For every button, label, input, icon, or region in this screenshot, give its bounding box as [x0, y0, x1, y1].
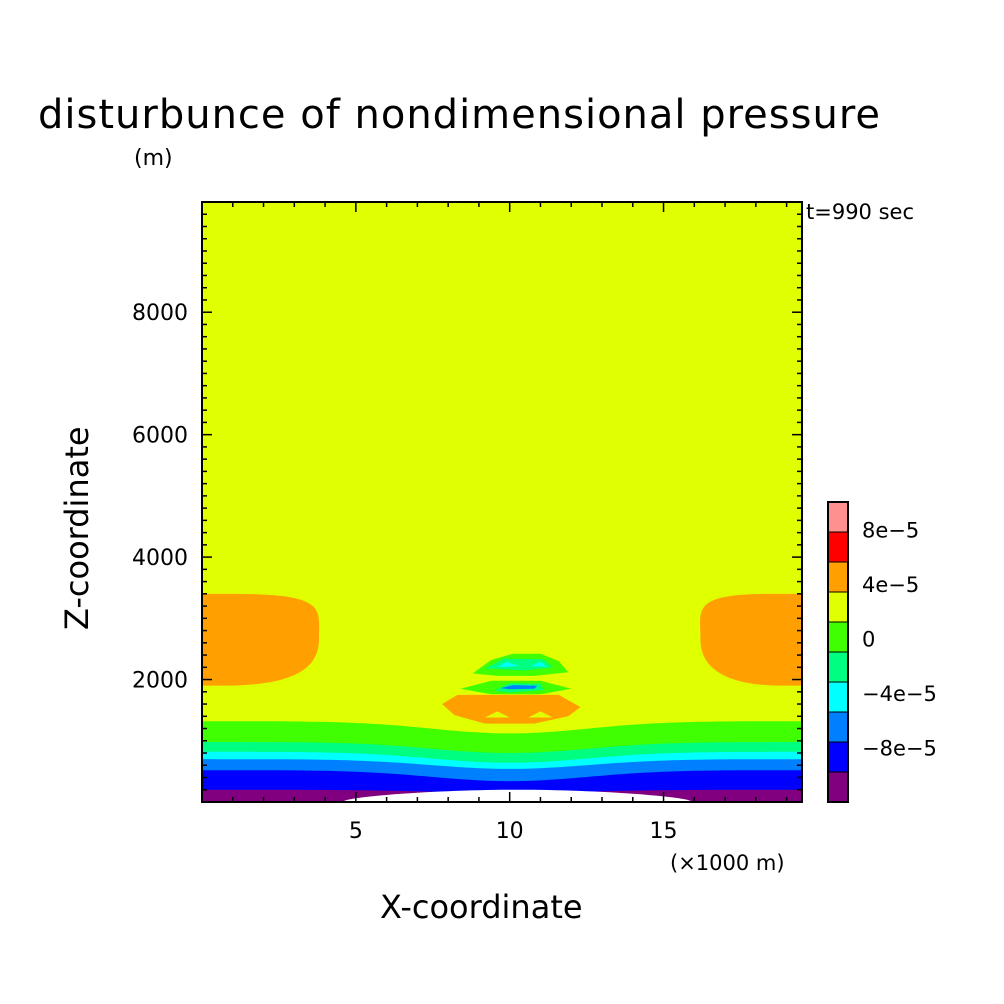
colorbar-swatch — [827, 741, 849, 773]
colorbar-tick-label: −8e−5 — [862, 736, 937, 760]
right-positive-lobe — [700, 593, 802, 686]
colorbar-swatch — [827, 501, 849, 533]
plot-frame — [201, 201, 803, 803]
central-green-diamond-right — [528, 711, 553, 718]
colorbar-swatch — [827, 771, 849, 803]
central-upper-cyan — [485, 658, 553, 671]
bottom-missing-data — [340, 789, 695, 802]
y-tick-label: 2000 — [132, 669, 188, 694]
central-disturbance — [442, 653, 581, 724]
plot-area — [202, 202, 802, 802]
colorbar: 8e−5 4e−5 0 −4e−5 −8e−5 — [827, 501, 937, 803]
y-tick-label: 4000 — [132, 546, 188, 571]
colorbar-swatch — [827, 591, 849, 623]
colorbar-tick-label: 4e−5 — [862, 573, 919, 597]
x-tick-label: 5 — [349, 819, 363, 844]
x-axis-unit: (×1000 m) — [670, 851, 785, 875]
title-unit: (m) — [134, 146, 173, 171]
x-axis-label: X-coordinate — [380, 888, 583, 926]
y-tick-label: 6000 — [132, 424, 188, 449]
y-axis-label: Z-coordinate — [58, 426, 96, 630]
y-tick-label: 8000 — [132, 301, 188, 326]
colorbar-tick-label: −4e−5 — [862, 682, 937, 706]
colorbar-swatch — [827, 621, 849, 653]
chart-title: disturbunce of nondimensional pressure — [38, 92, 881, 138]
colorbar-tick-label: 0 — [862, 627, 875, 651]
central-band-blue — [500, 685, 538, 690]
time-label: t=990 sec — [806, 200, 914, 224]
colorbar-swatch — [827, 561, 849, 593]
x-tick-label: 10 — [496, 819, 524, 844]
central-upper-blue-left — [497, 661, 519, 668]
x-tick-label: 15 — [650, 819, 678, 844]
central-upper-blue-right — [531, 661, 547, 667]
axis-ticks: 5 10 15 2000 4000 6000 8000 — [132, 202, 802, 844]
colorbar-swatch — [827, 681, 849, 713]
left-positive-lobe — [202, 593, 320, 686]
colorbar-swatch — [827, 531, 849, 563]
colorbar-tick-label: 8e−5 — [862, 518, 919, 542]
central-green-diamond-left — [485, 711, 510, 718]
colorbar-swatch — [827, 711, 849, 743]
colorbar-swatch — [827, 651, 849, 683]
colorbar-frame — [827, 501, 849, 803]
